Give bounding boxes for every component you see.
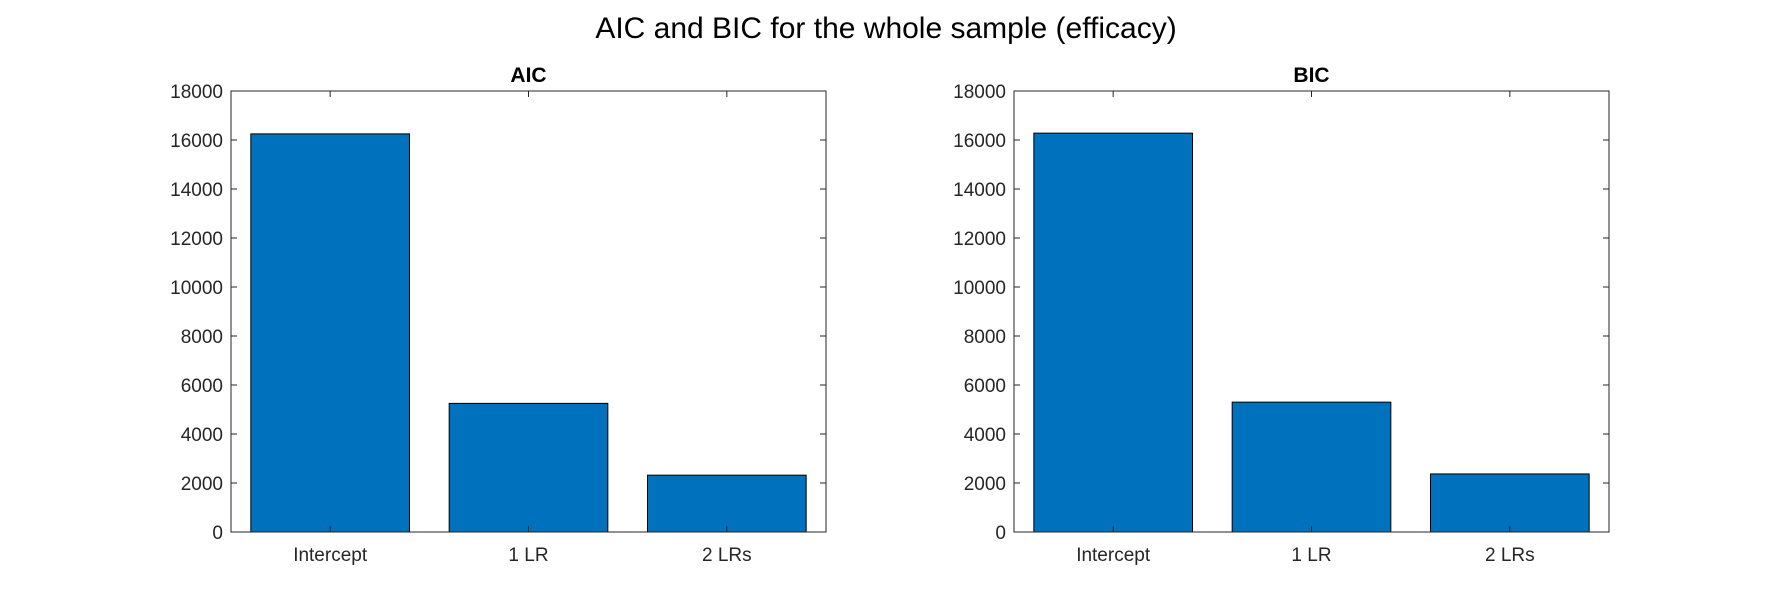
y-tick-label: 14000 — [953, 180, 1006, 201]
y-tick-label: 4000 — [181, 425, 223, 446]
y-tick-label: 18000 — [953, 82, 1006, 103]
x-tick-label: Intercept — [293, 545, 368, 566]
y-tick-label: 4000 — [964, 425, 1006, 446]
x-tick-label: 2 LRs — [702, 545, 752, 566]
subplot-2: 0 2000 4000 6000 8000 10000 12000 14000 16000 180… — [953, 64, 1610, 566]
y-tick-label: 16000 — [170, 131, 223, 152]
x-tick-label: Intercept — [1076, 545, 1151, 566]
figure-title: AIC and BIC for the whole sample (effica… — [595, 12, 1177, 45]
y-tick-label: 10000 — [953, 278, 1006, 299]
y-tick-label: 18000 — [170, 82, 223, 103]
y-tick-label: 6000 — [181, 376, 223, 397]
y-tick-label: 2000 — [181, 474, 223, 495]
y-tick-label: 8000 — [964, 327, 1006, 348]
y-tick-label: 12000 — [170, 229, 223, 250]
subplot-title: AIC — [510, 64, 546, 87]
y-tick-label: 16000 — [953, 131, 1006, 152]
subplot-1: 0 2000 4000 6000 8000 10000 12000 14000 16000 180… — [170, 64, 827, 566]
x-tick-label: 2 LRs — [1485, 545, 1535, 566]
y-tick-label: 12000 — [953, 229, 1006, 250]
bar-intercept — [250, 133, 410, 533]
x-tick-label: 1 LR — [508, 545, 548, 566]
y-tick-label: 10000 — [170, 278, 223, 299]
bar-2-lrs — [647, 474, 807, 533]
bar-2-lrs — [1430, 473, 1590, 533]
x-tick-label: 1 LR — [1291, 545, 1331, 566]
bar-intercept — [1033, 132, 1194, 533]
y-tick-label: 6000 — [964, 376, 1006, 397]
subplot-title: BIC — [1293, 64, 1329, 87]
bar-1-lr — [1231, 401, 1392, 533]
y-tick-label: 0 — [212, 523, 223, 544]
bar-1-lr — [448, 402, 609, 533]
y-tick-label: 8000 — [181, 327, 223, 348]
y-tick-label: 2000 — [964, 474, 1006, 495]
y-tick-label: 0 — [995, 523, 1006, 544]
y-tick-label: 14000 — [170, 180, 223, 201]
